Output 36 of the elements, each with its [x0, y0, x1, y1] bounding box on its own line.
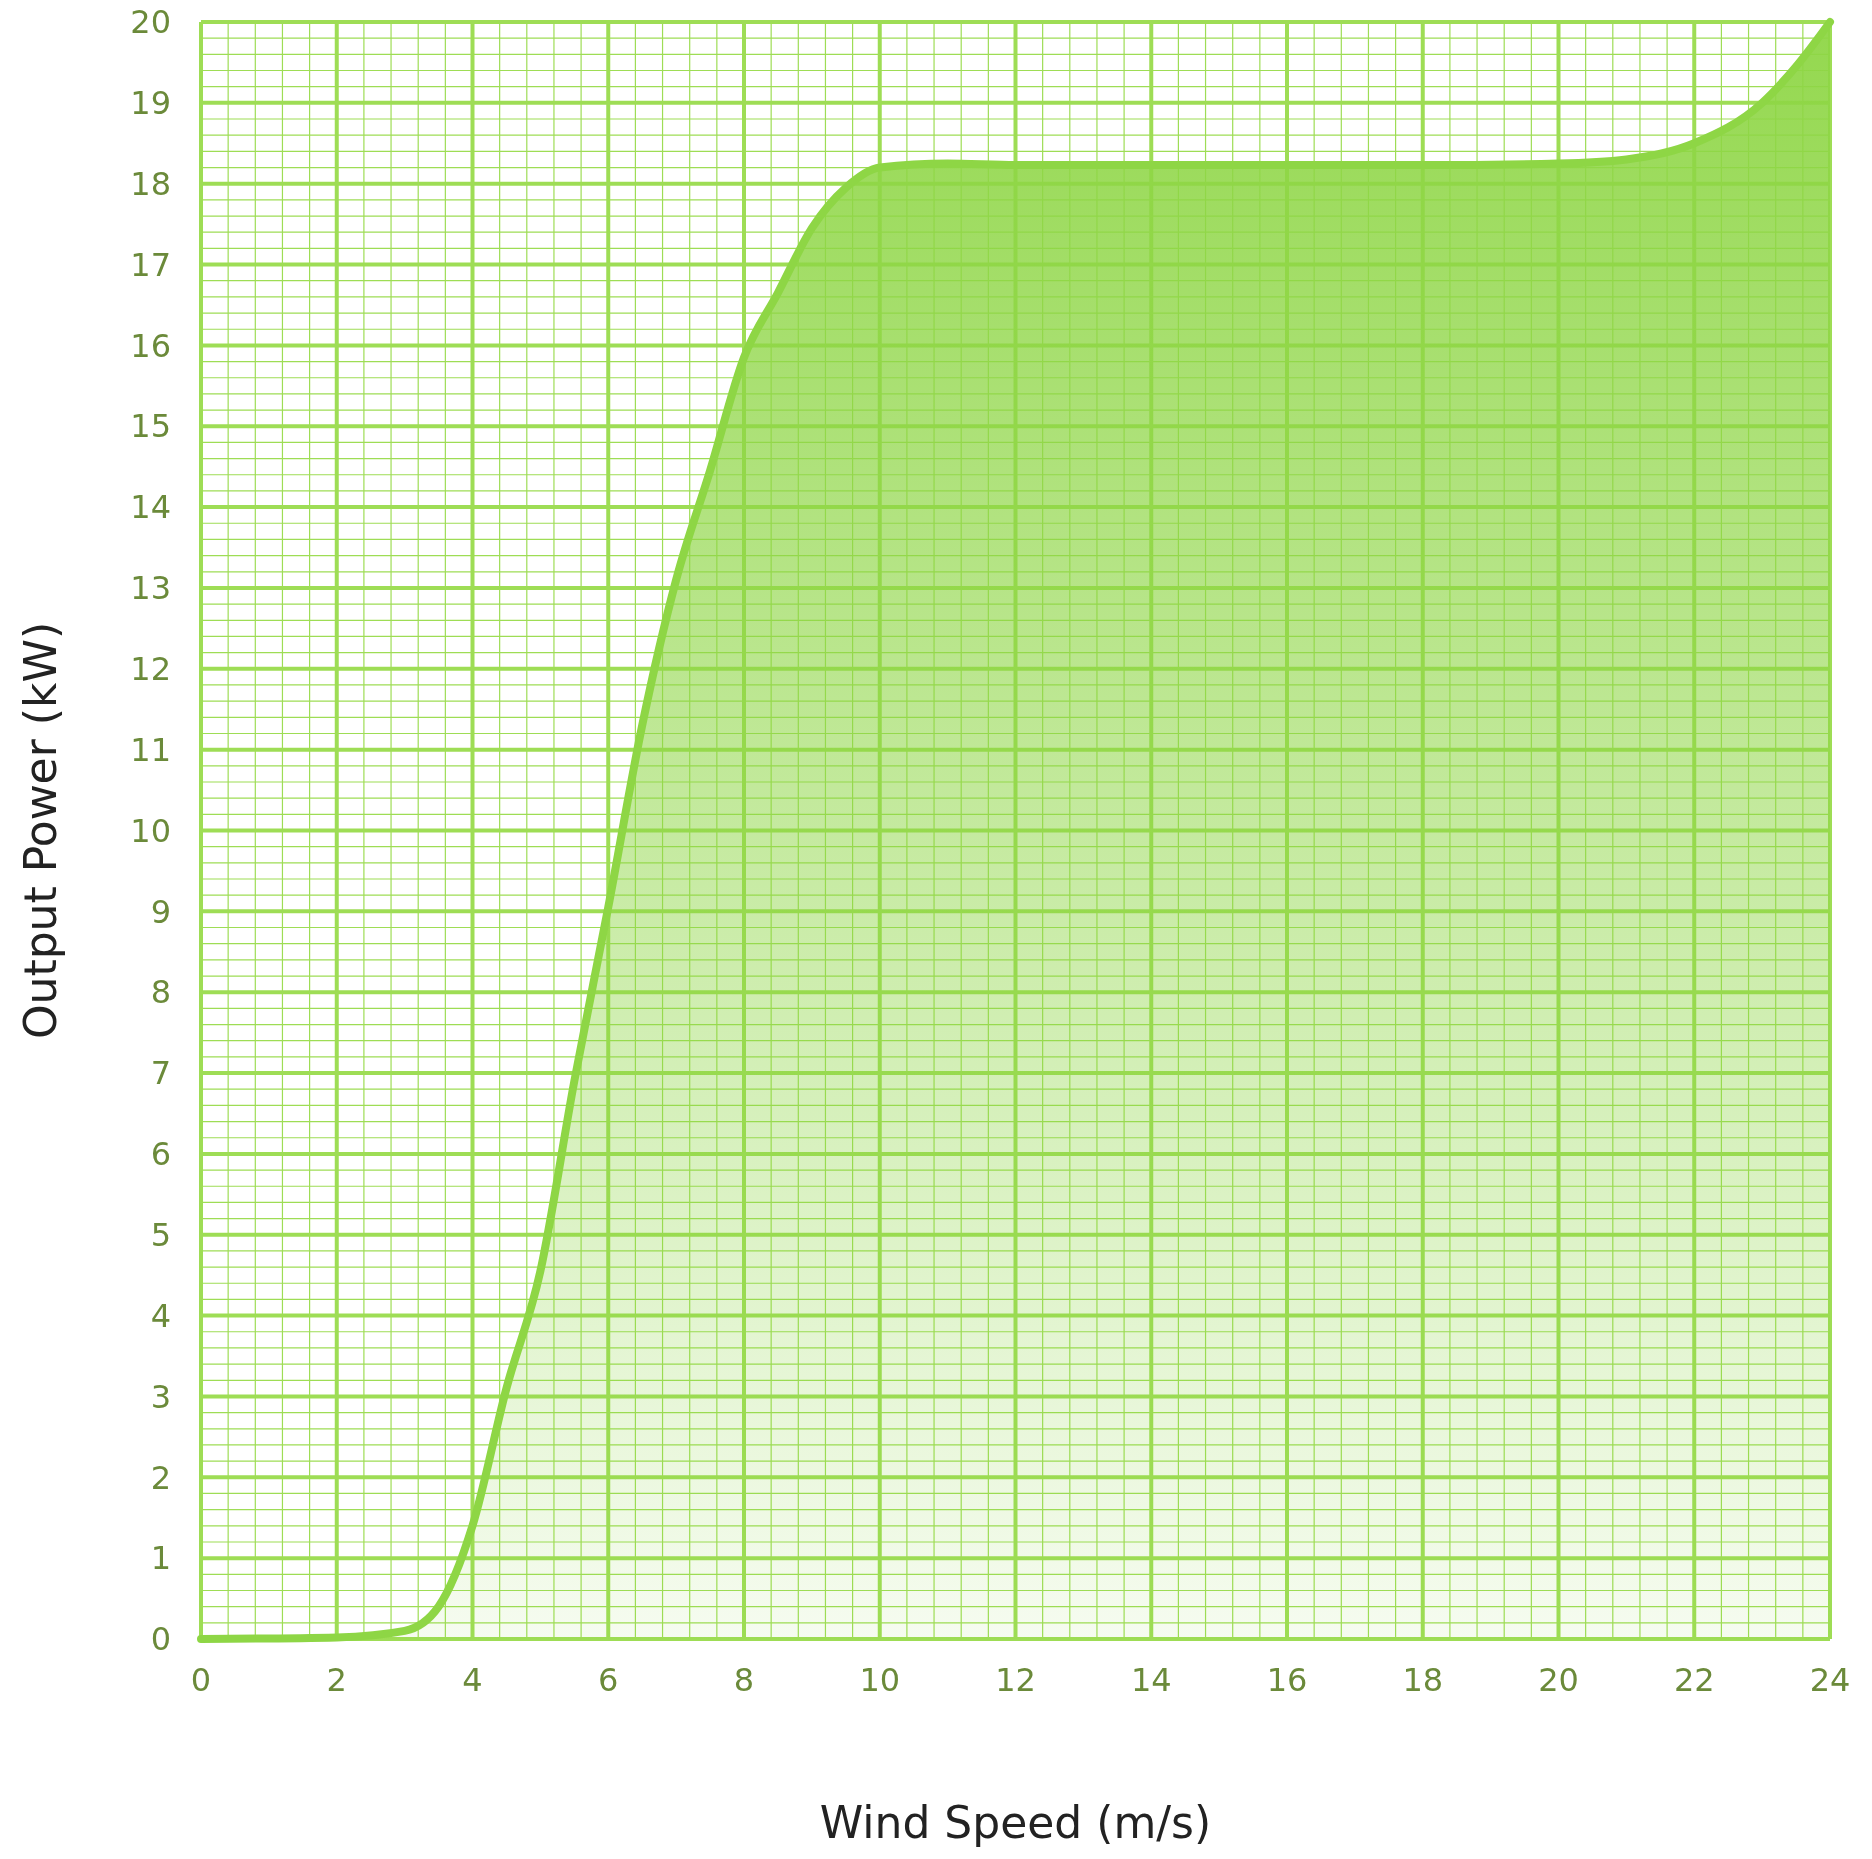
x-tick-label: 12 — [995, 1661, 1036, 1699]
x-tick-label: 14 — [1130, 1661, 1172, 1699]
y-tick-label: 8 — [150, 973, 171, 1012]
y-axis-title: Output Power (kW) — [15, 621, 66, 1040]
y-tick-label: 0 — [150, 1620, 171, 1659]
y-tick-label: 4 — [150, 1296, 171, 1335]
y-tick-label: 9 — [150, 892, 171, 931]
y-tick-label: 6 — [150, 1135, 171, 1174]
y-tick-label: 12 — [130, 650, 171, 688]
y-tick-label: 5 — [150, 1215, 171, 1254]
x-tick-label: 4 — [462, 1661, 483, 1699]
y-tick-label: 18 — [130, 164, 171, 203]
x-tick-label: 0 — [190, 1661, 212, 1699]
y-tick-label: 17 — [130, 245, 171, 284]
x-tick-label: 22 — [1673, 1661, 1715, 1699]
y-tick-label: 13 — [130, 569, 171, 608]
x-tick-label: 18 — [1402, 1661, 1444, 1699]
x-tick-label: 6 — [598, 1661, 619, 1699]
x-tick-label: 8 — [733, 1661, 755, 1699]
y-tick-label: 3 — [150, 1377, 171, 1416]
y-tick-label: 16 — [130, 326, 171, 365]
x-tick-label: 10 — [859, 1661, 901, 1699]
y-tick-label: 11 — [130, 730, 171, 769]
y-tick-label: 2 — [150, 1458, 171, 1497]
x-axis-title: Wind Speed (m/s) — [819, 1797, 1212, 1848]
y-tick-label: 10 — [130, 811, 171, 850]
x-tick-label: 2 — [326, 1661, 347, 1699]
y-tick-label: 19 — [130, 84, 171, 123]
y-tick-label: 14 — [130, 488, 171, 527]
y-tick-label: 15 — [130, 407, 171, 446]
x-tick-label: 24 — [1809, 1661, 1851, 1699]
y-tick-label: 1 — [150, 1539, 171, 1578]
y-tick-label: 20 — [130, 3, 171, 42]
x-tick-label: 16 — [1266, 1661, 1308, 1699]
x-tick-label: 20 — [1538, 1661, 1579, 1699]
y-tick-label: 7 — [150, 1054, 171, 1093]
